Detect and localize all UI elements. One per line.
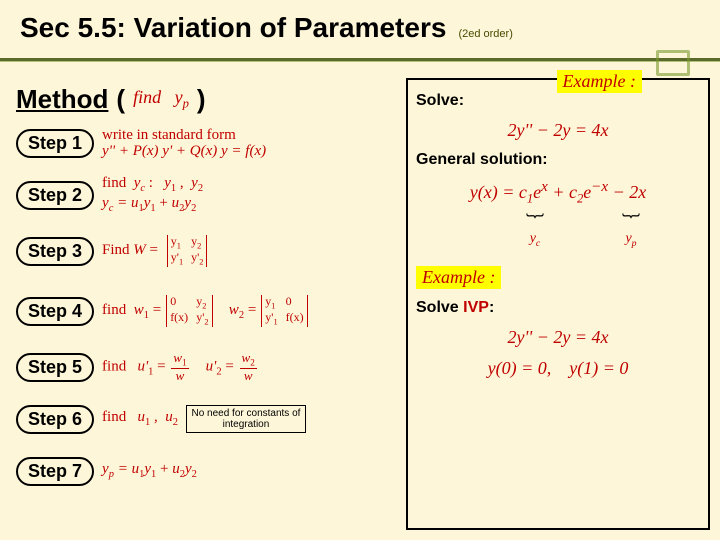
ivp-equation: 2y'' − 2y = 4x <box>416 327 700 348</box>
integration-note: No need for constants of integration <box>186 405 306 433</box>
step-text: find yc : y1 , y2yc = u1y1 + u2y2 <box>102 175 203 214</box>
method-rparen: ) <box>197 84 206 115</box>
method-label: Method <box>16 84 108 115</box>
equation-1: 2y'' − 2y = 4x <box>416 120 700 141</box>
accent-box-icon <box>656 50 690 76</box>
solve-ivp-prefix: Solve <box>416 299 463 316</box>
title-subtitle: (2ed order) <box>458 28 512 40</box>
brace-yp: ︸yp <box>611 209 651 249</box>
example-label-2: Example : <box>416 248 700 289</box>
slide: Sec 5.5: Variation of Parameters (2ed or… <box>0 0 720 540</box>
step-row-3: Step 3 Find W = y1y2y'1y'2 <box>16 223 394 279</box>
method-formula: find yp <box>133 87 189 112</box>
step-text: write in standard formy'' + P(x) y' + Q(… <box>102 127 266 160</box>
solve-ivp-suffix: : <box>489 299 494 316</box>
step-row-6: Step 6 find u1 , u2 No need for constants … <box>16 395 394 443</box>
step-pill: Step 6 <box>16 405 94 434</box>
brace-row: ︸yc ︸yp <box>416 209 700 249</box>
step-row-5: Step 5 find u'1 = w1w u'2 = w2w <box>16 343 394 391</box>
general-solution-label: General solution: <box>416 151 700 169</box>
ivp-conditions: y(0) = 0, y(1) = 0 <box>416 358 700 379</box>
title-main: Sec 5.5: Variation of Parameters <box>20 12 446 44</box>
solve-ivp-label: Solve IVP: <box>416 299 700 317</box>
step-text: Find W = y1y2y'1y'2 <box>102 235 212 266</box>
solve-ivp-word: IVP <box>463 299 489 316</box>
step-pill: Step 5 <box>16 353 94 382</box>
step-text: find u'1 = w1w u'2 = w2w <box>102 351 259 383</box>
brace-yc: ︸yc <box>465 209 605 249</box>
step-pill: Step 3 <box>16 237 94 266</box>
step-row-4: Step 4 find w1 =0y2f(x)y'2 w2 =y10y'1f(x) <box>16 283 394 339</box>
method-heading: Method ( find yp ) <box>16 84 394 115</box>
step-text: yp = u1y1 + u2y2 <box>102 461 197 481</box>
title-bar: Sec 5.5: Variation of Parameters (2ed or… <box>20 12 700 60</box>
general-solution-eq: y(x) = c1ex + c2e−x − 2x <box>416 179 700 207</box>
step-pill: Step 2 <box>16 181 94 210</box>
step-row-2: Step 2 find yc : y1 , y2yc = u1y1 + u2y2 <box>16 171 394 219</box>
step-pill: Step 7 <box>16 457 94 486</box>
title-underline <box>0 58 720 61</box>
solve-label: Solve: <box>416 92 700 110</box>
step-pill: Step 4 <box>16 297 94 326</box>
step-text: find w1 =0y2f(x)y'2 w2 =y10y'1f(x) <box>102 295 313 326</box>
step-row-1: Step 1 write in standard formy'' + P(x) y… <box>16 119 394 167</box>
example-label-1: Example : <box>557 70 642 93</box>
step-pill: Step 1 <box>16 129 94 158</box>
step-text: find u1 , u2 <box>102 409 178 429</box>
left-column: Method ( find yp ) Step 1 write in standa… <box>10 80 400 530</box>
step-row-7: Step 7 yp = u1y1 + u2y2 <box>16 447 394 495</box>
method-lparen: ( <box>116 84 125 115</box>
right-column: Solve: 2y'' − 2y = 4x General solution: … <box>406 78 710 530</box>
